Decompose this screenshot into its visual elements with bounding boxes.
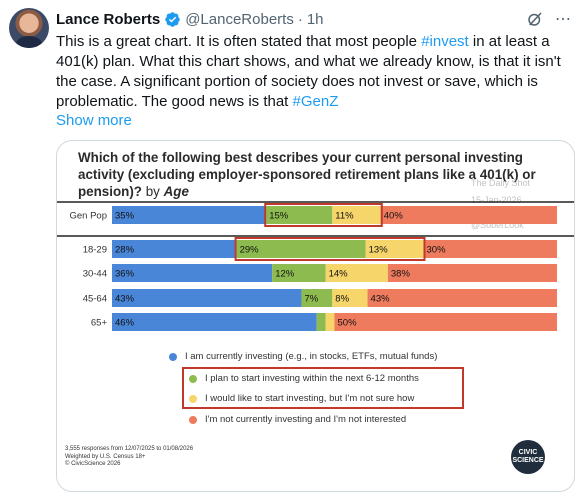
chart-bars: Gen Pop 35% 15% 11% 40% 18-29 28% 29% 13% 30% 30-4… [57,201,574,331]
post-text-part2: in at least a 401(k) plan. What this cha… [56,33,561,110]
bar-segment [112,313,317,331]
bar-data-label: 29% [240,245,260,256]
legend-label-investing: I am currently investing (e.g., in stock… [185,351,438,362]
author-name[interactable]: Lance Roberts [56,10,161,28]
legend-item-plan: I plan to start investing within the nex… [189,373,419,384]
chart-subtitle-emph: Age [163,184,189,199]
bar-segment [325,313,335,331]
bar-segment [334,313,557,331]
bar-data-label: 11% [335,211,354,222]
bar-segment [365,240,424,258]
highlight-box [234,237,426,261]
bar-data-label: 15% [269,211,289,222]
bar-data-label: 14% [329,269,349,280]
bar-segment [423,240,557,258]
bar-segment [380,206,557,224]
footnote-weighting: Weighted by U.S. Census 18+ [65,453,146,460]
legend-label-would-like: I would like to start investing, but I'm… [205,393,415,404]
watermark-handle: @SoberLook [471,220,524,230]
civicscience-logo: CIVIC SCIENCE [511,440,545,474]
legend-dot-investing [169,352,177,361]
category-label: 65+ [91,318,108,329]
bar-data-label: 36% [115,269,135,280]
legend-dot-not-interested [189,415,197,424]
category-label: 18-29 [83,245,107,256]
bar-segment [332,289,368,307]
bar-segment [236,240,366,258]
bar-segment [266,206,333,224]
bar-segment [272,264,326,282]
legend-item-investing: I am currently investing (e.g., in stock… [169,351,437,362]
separator-dot: · [297,10,303,28]
watermark-source: The Daily Shot [471,178,531,188]
bar-data-label: 13% [369,245,389,256]
legend-dot-would-like [189,394,197,403]
legend-item-not-interested: I'm not currently investing and I'm not … [189,414,406,425]
bar-segment [367,289,557,307]
bar-data-label: 50% [338,318,358,329]
chart-title: Which of the following best describes yo… [78,149,558,200]
bar-segment [112,240,237,258]
bar-segment [325,264,388,282]
post-text: This is a great chart. It is often state… [56,32,574,112]
category-label: 45-64 [83,294,107,305]
bar-data-label: 30% [427,245,447,256]
verified-badge-icon [165,11,180,27]
legend-label-plan: I plan to start investing within the nex… [205,373,419,384]
bar-data-label: 35% [115,211,135,222]
post-time[interactable]: 1h [306,10,324,28]
bar-data-label: 7% [304,294,318,305]
bar-data-label: 12% [275,269,295,280]
hashtag-invest[interactable]: #invest [421,33,469,50]
bar-data-label: 28% [115,245,135,256]
bar-data-label: 8% [335,294,349,305]
legend-dot-plan [189,374,197,383]
chart-subtitle-prefix: by [145,184,160,199]
bar-data-label: 43% [115,294,135,305]
chart-title-text: Which of the following best describes yo… [78,150,536,199]
chart-image-card[interactable]: Which of the following best describes yo… [56,140,575,492]
footnote-responses: 3,555 responses from 12/07/2025 to 01/08… [65,446,194,452]
grok-icon[interactable] [526,10,544,28]
legend-label-not-interested: I'm not currently investing and I'm not … [205,414,407,425]
bar-segment [112,264,273,282]
bar-data-label: 46% [115,318,135,329]
bar-segment [387,264,557,282]
footnote-copyright: © CivicScience 2026 [65,461,121,467]
category-label: Gen Pop [70,211,108,222]
post-text-part1: This is a great chart. It is often state… [56,33,422,50]
bar-segment [332,206,381,224]
bar-segment [112,206,267,224]
bar-data-label: 38% [391,269,411,280]
bar-segment [112,289,302,307]
chart-footnote: 3,555 responses from 12/07/2025 to 01/08… [65,446,193,469]
bar-segment [301,289,333,307]
highlight-box [264,203,383,227]
author-handle[interactable]: @LanceRoberts [185,10,294,28]
show-more-link[interactable]: Show more [56,112,132,129]
legend-highlight-box [182,367,464,409]
bar-segment [316,313,326,331]
avatar[interactable] [9,8,49,48]
hashtag-genz[interactable]: #GenZ [292,93,339,110]
category-label: 30-44 [83,269,107,280]
watermark-date: 15-Jan-2026 [471,195,522,205]
bar-data-label: 43% [371,294,391,305]
bar-data-label: 40% [384,211,404,222]
legend-item-would-like: I would like to start investing, but I'm… [189,393,414,404]
logo-line-2: SCIENCE [512,457,544,464]
logo-line-1: CIVIC [518,449,538,456]
post-header: Lance Roberts @LanceRoberts · 1h [56,9,324,29]
more-icon[interactable]: ⋯ [555,11,572,28]
